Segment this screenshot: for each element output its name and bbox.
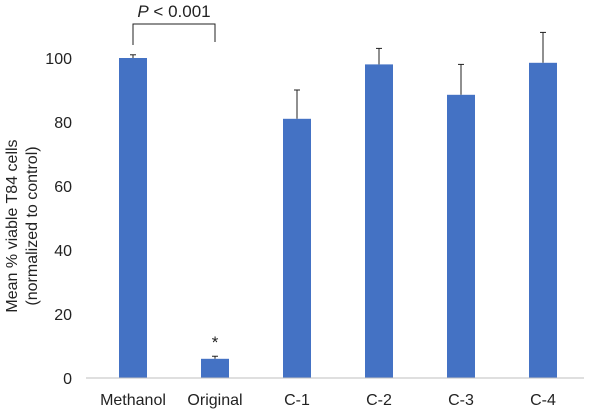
x-tick-label-original: Original [187, 392, 242, 409]
bar-c-1 [283, 118, 311, 379]
asterisk-annotation: * [212, 333, 219, 352]
x-tick-label-c-4: C-4 [530, 392, 556, 409]
y-tick-label: 40 [54, 243, 72, 260]
y-axis-ticks: 0 20 40 60 80 100 [45, 51, 72, 388]
y-tick-label: 100 [45, 51, 72, 68]
bar-methanol [119, 58, 147, 378]
significance-p: P [137, 2, 149, 21]
x-tick-label-c-2: C-2 [366, 392, 392, 409]
bar-c-2 [365, 64, 393, 379]
significance-bracket [132, 23, 216, 45]
bar-c-3 [447, 94, 475, 379]
y-tick-label: 0 [63, 371, 72, 388]
y-axis-title-line2: (normalized to control) [24, 146, 41, 305]
significance-label: P < 0.001 [137, 2, 210, 21]
x-tick-label-methanol: Methanol [100, 392, 166, 409]
y-tick-label: 20 [54, 307, 72, 324]
x-tick-label-c-1: C-1 [284, 392, 310, 409]
x-axis-ticks: Methanol Original C-1 C-2 C-3 C-4 [100, 392, 556, 409]
bar-original [201, 358, 229, 378]
x-tick-label-c-3: C-3 [448, 392, 474, 409]
bars [119, 58, 557, 379]
y-axis-title-line1: Mean % viable T84 cells [4, 139, 21, 312]
y-tick-label: 80 [54, 115, 72, 132]
error-bars [130, 31, 546, 359]
y-tick-label: 60 [54, 179, 72, 196]
bar-c-4 [529, 62, 557, 379]
significance-value: < 0.001 [149, 2, 211, 21]
